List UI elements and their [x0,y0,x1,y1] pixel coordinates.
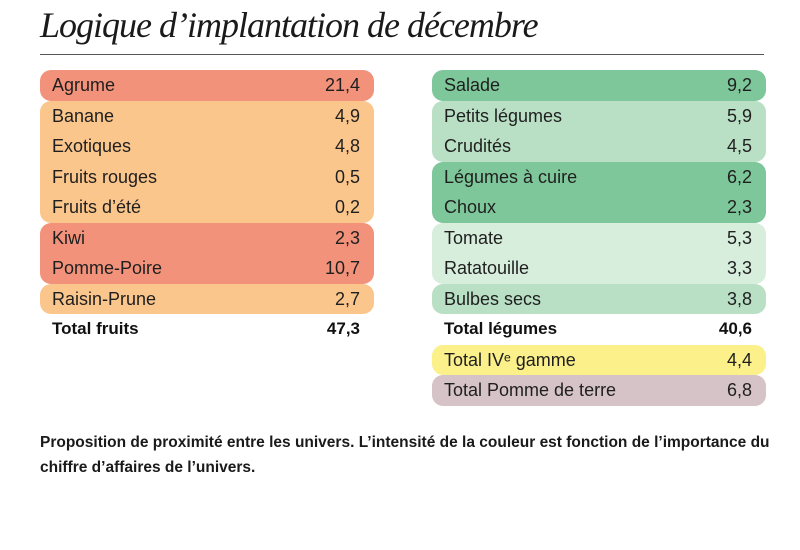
title-rule [40,54,764,55]
table-row-choux: Choux 2,3 [432,192,766,223]
row-value: 2,7 [334,288,360,309]
row-value: 47,3 [326,319,360,338]
row-label: Bulbes secs [444,288,542,309]
legumes-group-4: Tomate 5,3 Ratatouille 3,3 [432,222,766,284]
table-row-ratatouille: Ratatouille 3,3 [432,253,766,284]
row-value: 4,9 [334,105,360,126]
fruits-total-row: Total fruits 47,3 [40,314,374,345]
row-label: Ratatouille [444,258,530,278]
row-label: Kiwi [52,227,86,248]
row-value: 5,9 [726,105,752,126]
table-row-crudites: Crudités 4,5 [432,131,766,162]
legumes-group-2: Petits légumes 5,9 Crudités 4,5 [432,100,766,162]
table-row-exotiques: Exotiques 4,8 [40,131,374,162]
row-value: 4,8 [334,136,360,156]
row-label: Total IVᵉ gamme [444,349,576,370]
row-value: 2,3 [334,227,360,248]
row-label: Total légumes [444,319,558,338]
table-row-total-pomme-de-terre: Total Pomme de terre 6,8 [432,375,766,406]
row-label: Agrume [52,75,116,95]
row-label: Petits légumes [444,105,563,126]
row-value: 4,4 [726,349,752,370]
table-row-petits-legumes: Petits légumes 5,9 [432,101,766,132]
table-row-agrume: Agrume 21,4 [40,70,374,101]
fruits-group-4: Raisin-Prune 2,7 [40,283,374,315]
legumes-group-3: Légumes à cuire 6,2 Choux 2,3 [432,161,766,223]
row-label: Fruits d’été [52,197,142,217]
row-value: 3,8 [726,288,752,309]
row-value: 6,8 [726,380,752,400]
row-value: 0,5 [334,166,360,187]
legumes-total-row: Total légumes 40,6 [432,314,766,345]
row-label: Raisin-Prune [52,288,157,309]
table-row-pomme-poire: Pomme-Poire 10,7 [40,253,374,284]
extra-group-total-pomme-de-terre: Total Pomme de terre 6,8 [432,375,766,406]
table-row-fruits-d-ete: Fruits d’été 0,2 [40,192,374,223]
row-label: Total Pomme de terre [444,380,617,400]
row-value: 21,4 [324,75,360,95]
row-label: Tomate [444,227,504,248]
table-row-banane: Banane 4,9 [40,101,374,132]
table-row-raisin-prune: Raisin-Prune 2,7 [40,284,374,315]
chart-title: Logique d’implantation de décembre [40,5,539,45]
fruits-group-2: Banane 4,9 Exotiques 4,8 Fruits rouges 0,5 Fru… [40,100,374,223]
row-value: 6,2 [726,166,752,187]
legumes-table: Salade 9,2 Petits légumes 5,9 Crudités 4,5 Lég… [432,70,766,406]
row-value: 9,2 [726,75,752,95]
legumes-group-1: Salade 9,2 [432,70,766,101]
table-row-bulbes-secs: Bulbes secs 3,8 [432,284,766,315]
table-row-legumes-a-cuire: Légumes à cuire 6,2 [432,162,766,193]
table-row-salade: Salade 9,2 [432,70,766,101]
row-value: 3,3 [726,258,752,278]
row-value: 40,6 [718,319,752,338]
row-label: Banane [52,105,115,126]
row-label: Légumes à cuire [444,166,578,187]
row-value: 2,3 [726,197,752,217]
row-value: 4,5 [726,136,752,156]
fruits-group-3: Kiwi 2,3 Pomme-Poire 10,7 [40,222,374,284]
row-value: 0,2 [334,197,360,217]
table-row-total-iv-gamme: Total IVᵉ gamme 4,4 [432,345,766,376]
row-value: 5,3 [726,227,752,248]
row-label: Exotiques [52,136,132,156]
fruits-table: Agrume 21,4 Banane 4,9 Exotiques 4,8 Fruits ro… [40,70,374,345]
row-label: Salade [444,75,501,95]
fruits-group-1: Agrume 21,4 [40,70,374,101]
row-value: 10,7 [324,258,360,278]
caption: Proposition de proximité entre les unive… [40,434,770,476]
row-label: Crudités [444,136,512,156]
table-row-fruits-rouges: Fruits rouges 0,5 [40,162,374,193]
row-label: Fruits rouges [52,166,158,187]
table-row-tomate: Tomate 5,3 [432,223,766,254]
legumes-group-5: Bulbes secs 3,8 [432,283,766,315]
extra-group-total-iv-gamme: Total IVᵉ gamme 4,4 [432,344,766,376]
row-label: Total fruits [52,319,139,338]
table-row-kiwi: Kiwi 2,3 [40,223,374,254]
row-label: Pomme-Poire [52,258,163,278]
row-label: Choux [444,197,497,217]
